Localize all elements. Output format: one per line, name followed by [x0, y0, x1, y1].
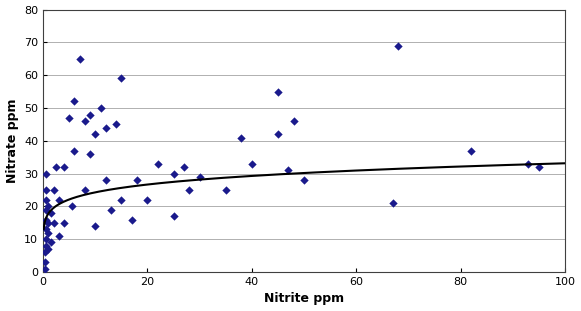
Point — [247, 161, 256, 166]
Point — [91, 224, 100, 229]
Point — [41, 227, 51, 232]
Point — [41, 188, 51, 193]
Point — [80, 188, 89, 193]
Y-axis label: Nitrate ppm: Nitrate ppm — [6, 99, 19, 183]
Point — [534, 165, 543, 169]
Point — [117, 197, 126, 202]
Point — [236, 135, 246, 140]
Point — [41, 171, 51, 176]
Point — [289, 118, 298, 123]
Point — [41, 217, 51, 222]
Point — [143, 197, 152, 202]
Point — [40, 260, 49, 265]
Point — [44, 230, 53, 235]
Point — [112, 122, 121, 127]
Point — [67, 204, 77, 209]
Point — [75, 56, 84, 61]
Point — [153, 161, 163, 166]
Point — [393, 43, 403, 48]
Point — [106, 207, 116, 212]
Point — [64, 115, 74, 120]
Point — [44, 220, 53, 225]
Point — [85, 151, 95, 156]
Point — [85, 112, 95, 117]
Point — [221, 188, 231, 193]
Point — [169, 171, 178, 176]
Point — [44, 247, 53, 252]
Point — [49, 220, 58, 225]
Point — [273, 89, 282, 94]
Point — [388, 201, 397, 206]
Point — [101, 178, 110, 183]
X-axis label: Nitrite ppm: Nitrite ppm — [264, 292, 344, 305]
Point — [54, 234, 63, 239]
Point — [117, 76, 126, 81]
Point — [195, 174, 205, 179]
Point — [40, 266, 49, 271]
Point — [41, 197, 51, 202]
Point — [467, 148, 476, 153]
Point — [52, 165, 61, 169]
Point — [70, 148, 79, 153]
Point — [132, 178, 142, 183]
Point — [41, 243, 51, 248]
Point — [169, 214, 178, 219]
Point — [44, 204, 53, 209]
Point — [41, 237, 51, 242]
Point — [185, 188, 194, 193]
Point — [80, 118, 89, 123]
Point — [273, 132, 282, 137]
Point — [70, 99, 79, 104]
Point — [284, 168, 293, 173]
Point — [54, 197, 63, 202]
Point — [59, 165, 69, 169]
Point — [127, 217, 137, 222]
Point — [40, 250, 49, 255]
Point — [46, 211, 56, 216]
Point — [59, 220, 69, 225]
Point — [91, 132, 100, 137]
Point — [299, 178, 309, 183]
Point — [180, 165, 189, 169]
Point — [46, 240, 56, 245]
Point — [101, 125, 110, 130]
Point — [523, 161, 533, 166]
Point — [96, 105, 105, 110]
Point — [41, 207, 51, 212]
Point — [49, 188, 58, 193]
